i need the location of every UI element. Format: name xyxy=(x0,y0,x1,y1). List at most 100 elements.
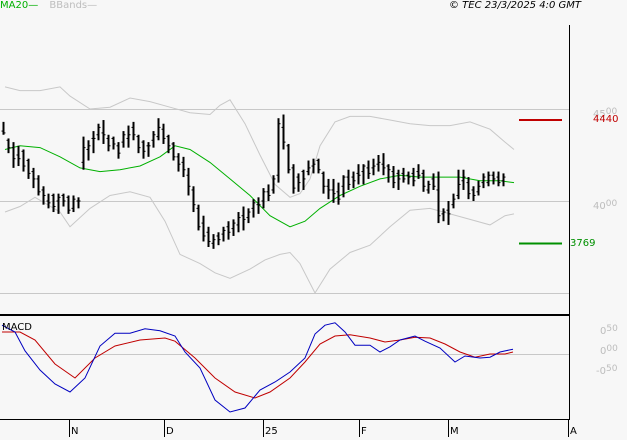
bollinger-bands xyxy=(4,86,515,295)
ohlc-bar xyxy=(181,156,186,178)
ohlc-bar xyxy=(211,234,216,249)
ohlc-bar xyxy=(96,123,101,141)
ohlc-bar xyxy=(66,195,71,214)
ohlc-bar xyxy=(341,175,346,198)
ohlc-bar xyxy=(366,160,371,179)
ohlc-bar xyxy=(446,201,451,225)
ohlc-bar xyxy=(136,134,141,154)
ohlc-bar xyxy=(476,180,481,196)
ohlc-bar xyxy=(481,173,486,189)
ohlc-bar xyxy=(1,121,6,135)
macd-axis-label: -050 xyxy=(596,364,618,377)
x-axis-label-n: N xyxy=(71,426,79,437)
ohlc-bar xyxy=(76,197,81,209)
ohlc-bar xyxy=(226,221,231,240)
ohlc-bar xyxy=(91,131,96,154)
ohlc-bar xyxy=(21,149,26,172)
ohlc-bar xyxy=(106,134,111,152)
ohlc-bar xyxy=(281,114,286,150)
ohlc-bar xyxy=(491,171,496,185)
ohlc-bar xyxy=(101,120,106,144)
ohlc-bar xyxy=(371,158,376,176)
ohlc-bar xyxy=(6,138,11,154)
ohlc-bar xyxy=(401,167,406,183)
ohlc-bar xyxy=(31,167,36,189)
ohlc-bar xyxy=(166,134,171,154)
ohlc-bar xyxy=(41,186,46,205)
ohlc-bar xyxy=(326,178,331,200)
ohlc-bar xyxy=(396,169,401,190)
ohlc-bar xyxy=(301,169,306,190)
ohlc-bar xyxy=(151,131,156,148)
ohlc-bar xyxy=(261,188,266,209)
ohlc-bar xyxy=(306,160,311,176)
macd-signal-line xyxy=(2,331,514,399)
ohlc-bar xyxy=(466,177,471,200)
macd-line xyxy=(1,322,514,413)
ohlc-bar xyxy=(61,193,66,207)
ma20 xyxy=(4,145,515,228)
ohlc-bar xyxy=(431,173,436,190)
ohlc-bar xyxy=(346,169,351,190)
ohlc-bar xyxy=(196,204,201,231)
ohlc-bar xyxy=(356,164,361,185)
ohlc-bar xyxy=(161,123,166,144)
legend-ma20: MA20— xyxy=(0,0,39,11)
ohlc-bar xyxy=(146,142,151,157)
ohlc-bar xyxy=(176,153,181,172)
macd-label: MACD xyxy=(2,322,32,333)
ohlc-bar xyxy=(241,206,246,231)
ohlc-bar xyxy=(191,186,196,213)
ohlc-bar xyxy=(486,171,491,187)
ohlc-bar xyxy=(171,142,176,161)
ohlc-bar xyxy=(316,158,321,174)
ohlc-bar xyxy=(296,173,301,192)
copyright-timestamp: © TEC 23/3/2025 4:0 GMT xyxy=(449,0,581,11)
ohlc-bar xyxy=(421,169,426,192)
ohlc-bar xyxy=(441,208,446,222)
ohlc-bar xyxy=(231,219,236,236)
ohlc-bar xyxy=(121,131,126,148)
resistance-label: 4440 xyxy=(593,114,619,126)
x-axis-label-d: D xyxy=(166,426,174,437)
ma20-line xyxy=(4,145,515,228)
ohlc-bar xyxy=(81,136,86,170)
support-resistance-levels xyxy=(519,119,562,245)
ohlc-bar xyxy=(271,175,276,194)
ohlc-bar xyxy=(51,193,56,213)
x-axis-label-m: M xyxy=(450,426,459,437)
ohlc-bar xyxy=(141,140,146,159)
ohlc-bar xyxy=(221,226,226,242)
ohlc-bar xyxy=(86,140,91,161)
macd-panel-lines xyxy=(1,322,514,413)
ohlc-bar xyxy=(186,167,191,196)
macd-axis-label: 050 xyxy=(600,324,618,337)
x-axis-label-25: 25 xyxy=(265,426,278,437)
ohlc-bar xyxy=(406,171,411,185)
ohlc-bar xyxy=(331,178,336,203)
ohlc-bar xyxy=(131,121,136,141)
ohlc-bar xyxy=(266,184,271,201)
ohlc-bar xyxy=(46,193,51,209)
ohlc-bar xyxy=(111,136,116,150)
price-axis-label: 4500 xyxy=(593,107,618,120)
ohlc-bar xyxy=(206,226,211,247)
price-gridlines xyxy=(0,109,569,355)
ohlc-bar xyxy=(276,118,281,183)
ohlc-bar xyxy=(451,193,456,209)
ohlc-bar xyxy=(456,169,461,200)
ohlc-bar xyxy=(361,164,366,185)
ohlc-bar xyxy=(471,186,476,201)
ohlc-bar xyxy=(426,180,431,194)
ohlc-bar xyxy=(16,145,21,167)
ohlc-bar xyxy=(126,125,131,148)
ohlc-bar xyxy=(386,164,391,183)
ohlc-bar xyxy=(376,155,381,172)
ohlc-bar xyxy=(461,169,466,190)
price-axis-label: 4000 xyxy=(593,199,618,212)
ohlc-bar xyxy=(156,118,161,141)
ohlc-bar xyxy=(391,166,396,189)
ohlc-bar xyxy=(291,164,296,194)
ohlc-bar xyxy=(36,175,41,196)
